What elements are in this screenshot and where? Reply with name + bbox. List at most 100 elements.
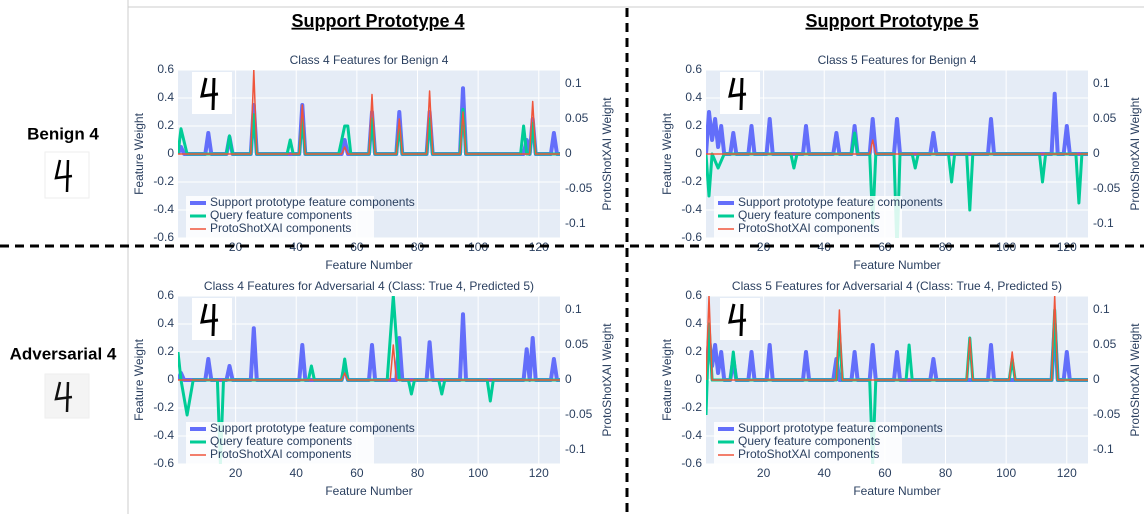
y2-tick-label: 0.1 (1093, 302, 1110, 316)
y-tick-label: 0.2 (685, 118, 702, 132)
legend-box (186, 422, 374, 464)
y-tick-label: -0.6 (681, 456, 702, 470)
chart-title: Class 4 Features for Adversarial 4 (Clas… (204, 279, 534, 293)
x-tick-label: 100 (996, 466, 1016, 480)
y-axis-label: Feature Weight (132, 112, 146, 194)
x-tick-label: 120 (529, 466, 549, 480)
x-tick-label: 120 (529, 240, 549, 254)
legend-label: Query feature components (210, 208, 352, 222)
series-line (706, 139, 1088, 155)
y2-tick-label: -0.05 (565, 181, 593, 195)
charts: 20 40 60 80 100 120 -0.6 -0.4 -0.2 0 0.2 0.4 0.6 -0.1… (132, 53, 1142, 498)
y-tick-label: 0.2 (685, 344, 702, 358)
y-tick-label: 0 (167, 372, 174, 386)
x-tick-label: 100 (468, 466, 488, 480)
y2-tick-label: 0 (565, 372, 572, 386)
y-tick-label: 0.4 (157, 90, 174, 104)
y-tick-label: -0.4 (681, 202, 702, 216)
y-tick-label: -0.6 (153, 230, 174, 244)
chart-title: Class 5 Features for Adversarial 4 (Clas… (732, 279, 1062, 293)
series-line (178, 312, 560, 382)
y-tick-label: 0.6 (157, 288, 174, 302)
inset-digit (728, 77, 747, 111)
row-label: Benign 4 (27, 124, 99, 143)
y-tick-label: 0.2 (157, 344, 174, 358)
series-line (178, 344, 560, 381)
legend: Support prototype feature componentsQuer… (186, 195, 415, 238)
x-tick-label: 40 (818, 240, 832, 254)
row-label: Adversarial 4 (10, 344, 117, 363)
y-tick-label: -0.4 (153, 428, 174, 442)
y-tick-label: -0.2 (153, 400, 174, 414)
legend-label: ProtoShotXAI components (210, 221, 351, 235)
y2-tick-label: 0 (1093, 146, 1100, 160)
y2-tick-label: 0 (565, 146, 572, 160)
x-tick-label: 60 (350, 466, 364, 480)
y2-tick-label: -0.1 (565, 216, 586, 230)
x-tick-label: 80 (411, 240, 425, 254)
y-tick-label: 0.6 (685, 62, 702, 76)
legend-label: Support prototype feature components (210, 421, 415, 435)
y-tick-label: 0.2 (157, 118, 174, 132)
y2-tick-label: 0.1 (565, 302, 582, 316)
x-axis-label: Feature Number (325, 258, 412, 272)
inset-digit (200, 77, 219, 111)
y2-axis-label: ProtoShotXAI Weight (1128, 323, 1142, 437)
y2-tick-label: 0.1 (1093, 76, 1110, 90)
x-tick-label: 60 (350, 240, 364, 254)
legend-box (714, 196, 902, 238)
chart-panel: 20406080100120-0.6-0.4-0.200.20.40.6-0.1… (660, 53, 1142, 272)
legend-box (186, 196, 374, 238)
legend-box (714, 422, 902, 464)
y2-tick-label: -0.05 (1093, 181, 1121, 195)
y2-axis-label: ProtoShotXAI Weight (600, 97, 614, 211)
legend: Support prototype feature componentsQuer… (714, 421, 943, 464)
y2-tick-label: -0.05 (1093, 407, 1121, 421)
legend-label: ProtoShotXAI components (738, 221, 879, 235)
series-line (178, 70, 560, 155)
y-tick-label: 0.4 (685, 316, 702, 330)
column-header: Support Prototype 5 (805, 11, 978, 31)
y-tick-label: 0.4 (685, 90, 702, 104)
y2-tick-label: 0.05 (1093, 337, 1117, 351)
y2-tick-label: -0.1 (1093, 442, 1114, 456)
legend: Support prototype feature componentsQuer… (714, 195, 943, 238)
x-axis-label: Feature Number (853, 258, 940, 272)
digit-image (44, 373, 90, 419)
y-tick-label: -0.2 (681, 174, 702, 188)
legend-label: Support prototype feature components (738, 421, 943, 435)
y2-tick-label: 0 (1093, 372, 1100, 386)
y2-tick-label: 0.05 (565, 337, 589, 351)
x-tick-label: 40 (818, 466, 832, 480)
digit-inset (720, 298, 760, 340)
y2-tick-label: 0.05 (1093, 111, 1117, 125)
digit-image (44, 151, 90, 199)
x-tick-label: 120 (1057, 466, 1077, 480)
y-tick-label: 0.6 (157, 62, 174, 76)
y-axis-label: Feature Weight (132, 338, 146, 420)
x-axis-label: Feature Number (853, 484, 940, 498)
digit-inset (192, 298, 232, 340)
legend-label: ProtoShotXAI components (210, 447, 351, 461)
y-tick-label: -0.2 (681, 400, 702, 414)
legend-label: Support prototype feature components (210, 195, 415, 209)
y-tick-label: 0 (695, 372, 702, 386)
legend-label: Query feature components (738, 434, 880, 448)
x-tick-label: 60 (878, 466, 892, 480)
y2-tick-label: -0.1 (1093, 216, 1114, 230)
y2-axis-label: ProtoShotXAI Weight (600, 323, 614, 437)
chart-title: Class 4 Features for Benign 4 (290, 53, 449, 67)
y2-axis-label: ProtoShotXAI Weight (1128, 97, 1142, 211)
x-tick-label: 20 (757, 466, 771, 480)
x-tick-label: 20 (757, 240, 771, 254)
y-tick-label: 0.6 (685, 288, 702, 302)
y2-tick-label: 0.1 (565, 76, 582, 90)
x-tick-label: 40 (290, 466, 304, 480)
legend-label: ProtoShotXAI components (738, 447, 879, 461)
y2-tick-label: -0.1 (565, 442, 586, 456)
y-tick-label: -0.6 (153, 456, 174, 470)
legend-label: Query feature components (210, 434, 352, 448)
